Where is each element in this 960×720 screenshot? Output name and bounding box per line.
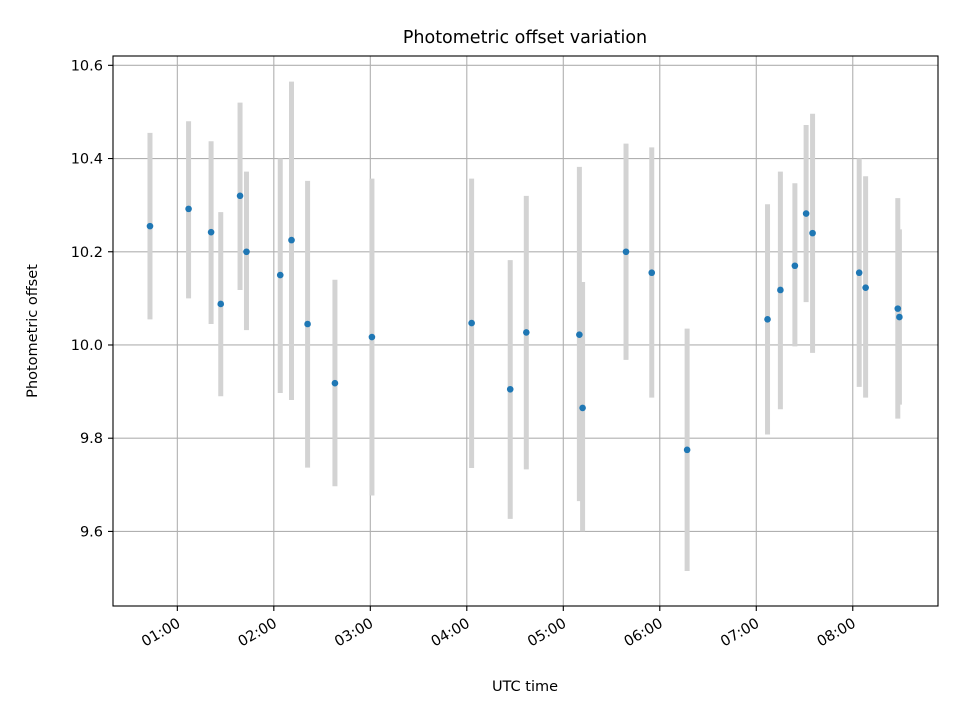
y-tick-label: 10.0 — [71, 338, 103, 354]
data-point — [579, 404, 586, 412]
y-axis-ticks: 9.6 9.8 10.0 10.2 10.4 10.6 — [71, 58, 113, 540]
data-point — [777, 286, 784, 294]
data-point — [622, 248, 630, 256]
data-point — [185, 205, 192, 213]
data-point — [468, 319, 475, 327]
data-points — [146, 192, 903, 454]
data-point — [862, 284, 869, 291]
y-tick-label: 10.6 — [71, 58, 103, 74]
data-point — [855, 269, 863, 277]
data-point — [331, 379, 339, 387]
data-point — [896, 313, 903, 321]
data-point — [146, 222, 154, 230]
y-tick-label: 9.6 — [80, 524, 103, 540]
data-point — [809, 229, 816, 237]
x-axis-label: UTC time — [492, 679, 558, 695]
y-tick-label: 9.8 — [80, 431, 103, 447]
data-point — [791, 262, 799, 270]
data-point — [506, 385, 514, 393]
data-point — [288, 236, 295, 244]
data-point — [764, 316, 771, 323]
data-point — [576, 331, 583, 339]
plot-area-frame — [112, 55, 939, 607]
data-point — [304, 320, 311, 328]
data-point — [523, 329, 530, 336]
y-tick-label: 10.4 — [71, 152, 103, 168]
data-point — [236, 192, 244, 200]
data-point — [368, 333, 376, 341]
data-point — [802, 210, 810, 217]
y-axis-label: Photometric offset — [25, 264, 41, 398]
data-point — [894, 305, 902, 312]
chart-title: Photometric offset variation — [403, 28, 647, 48]
data-point — [683, 446, 691, 454]
data-point — [648, 269, 656, 277]
data-point — [276, 271, 284, 279]
data-point — [243, 248, 250, 256]
data-point — [217, 300, 225, 308]
data-point — [207, 228, 215, 236]
y-tick-label: 10.2 — [71, 245, 103, 261]
